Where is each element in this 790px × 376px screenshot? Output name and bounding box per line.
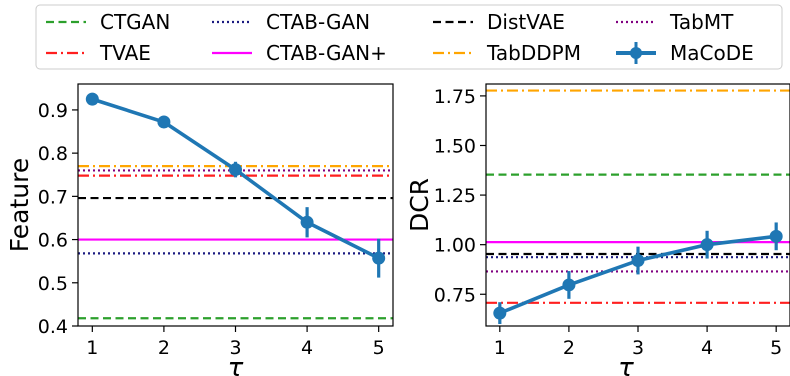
y-tick-label: 0.75 (434, 284, 476, 306)
dcr-panel: 1 2 3 4 5 0.75 1.00 1.25 1.50 1.75 τ DCR (405, 83, 790, 376)
x-tick-label: 1 (86, 337, 98, 359)
feature-panel: 1 2 3 4 5 0.4 0.5 0.6 0.7 0.8 0.9 τ Feature (5, 83, 394, 376)
axes-frame (485, 83, 790, 327)
x-tick-label: 1 (494, 337, 506, 359)
y-axis-label: DCR (405, 178, 434, 232)
y-tick-label: 0.4 (38, 316, 68, 338)
legend-item-distvae: DistVAE (433, 10, 565, 34)
legend-label-macode: MaCoDE (670, 41, 754, 65)
plot-area (78, 92, 393, 320)
legend: CTGAN TVAE CTAB-GAN CTAB-GAN+ DistVAE TabDDPM… (35, 4, 783, 70)
plot-area (486, 89, 790, 325)
data-point (493, 306, 507, 320)
x-tick-label: 2 (158, 337, 170, 359)
legend-item-ctab-gan: CTAB-GAN+ (212, 41, 387, 65)
legend-label-ctab-gan: CTAB-GAN (266, 10, 370, 34)
y-tick-label: 0.9 (38, 100, 68, 122)
legend-label-tvae: TVAE (99, 41, 151, 65)
series-line-macode (91, 97, 380, 260)
data-point (631, 254, 645, 268)
legend-item-ctgan: CTGAN (46, 10, 170, 34)
x-tick-label: 4 (301, 337, 313, 359)
y-tick-label: 1.50 (434, 135, 476, 157)
y-axis-label: Feature (5, 158, 34, 252)
x-tick-label: 5 (770, 337, 782, 359)
x-tick-label: 4 (701, 337, 713, 359)
legend-item-tabmt: TabMT (616, 10, 734, 34)
x-tick-label: 2 (563, 337, 575, 359)
y-tick-label: 0.5 (38, 273, 68, 295)
data-point (157, 115, 171, 129)
x-tick-label: 3 (632, 337, 644, 359)
y-tick-label: 0.8 (38, 143, 68, 165)
data-point (85, 92, 99, 106)
data-point (562, 278, 576, 292)
data-point (372, 251, 386, 265)
y-tick-label: 0.6 (38, 230, 68, 252)
data-point (700, 238, 714, 252)
y-tick-label: 1.75 (434, 86, 476, 108)
x-axis-label: τ (618, 353, 634, 376)
legend-item-macode: MaCoDE (616, 41, 754, 65)
legend-label-distvae: DistVAE (487, 10, 565, 34)
x-axis-label: τ (228, 353, 244, 376)
data-point (300, 215, 314, 229)
axes-frame (77, 83, 394, 327)
legend-label-ctgan: CTGAN (100, 10, 170, 34)
y-tick-label: 1.25 (434, 185, 476, 207)
legend-label-ctab-gan: CTAB-GAN+ (266, 41, 387, 65)
legend-item-ctab-gan: CTAB-GAN (212, 10, 370, 34)
data-point (229, 163, 242, 177)
y-tick-label: 1.00 (434, 235, 476, 257)
legend-label-tabmt: TabMT (669, 10, 734, 34)
x-tick-label: 3 (229, 337, 241, 359)
legend-item-tvae: TVAE (46, 41, 151, 65)
data-point (769, 229, 783, 243)
x-tick-label: 5 (373, 337, 385, 359)
legend-item-tabddpm: TabDDPM (433, 41, 581, 65)
legend-label-tabddpm: TabDDPM (486, 41, 581, 65)
y-tick-label: 0.7 (38, 186, 68, 208)
